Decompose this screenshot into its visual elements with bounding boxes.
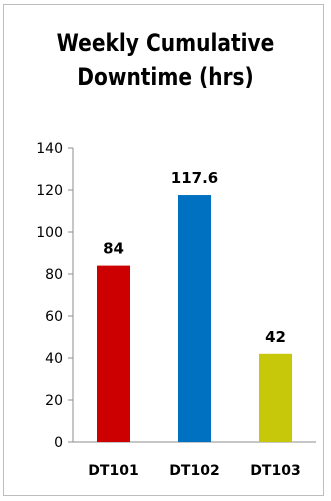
y-tick-label: 20	[45, 393, 63, 409]
x-tick-label-dt103: DT103	[250, 463, 300, 479]
y-tick-label: 100	[36, 225, 63, 241]
chart-title: Weekly Cumulative Downtime (hrs)	[26, 26, 304, 94]
bar-dt102	[178, 195, 211, 442]
data-label-dt102: 117.6	[171, 169, 218, 187]
bar-dt101	[97, 265, 130, 442]
x-tick-label-dt102: DT102	[169, 463, 219, 479]
bar-dt103	[259, 353, 292, 442]
x-tick-label-dt101: DT101	[88, 463, 138, 479]
y-tick-label: 60	[45, 309, 63, 325]
y-tick-label: 80	[45, 267, 63, 283]
y-tick-label: 120	[36, 183, 63, 199]
data-label-dt101: 84	[103, 240, 124, 258]
y-tick-label: 40	[45, 351, 63, 367]
data-label-dt103: 42	[265, 328, 286, 346]
chart-title-line-2: Downtime (hrs)	[77, 63, 254, 91]
chart-title-line-1: Weekly Cumulative	[56, 29, 275, 57]
y-tick-label: 0	[54, 435, 63, 451]
y-tick-label: 140	[36, 141, 63, 157]
